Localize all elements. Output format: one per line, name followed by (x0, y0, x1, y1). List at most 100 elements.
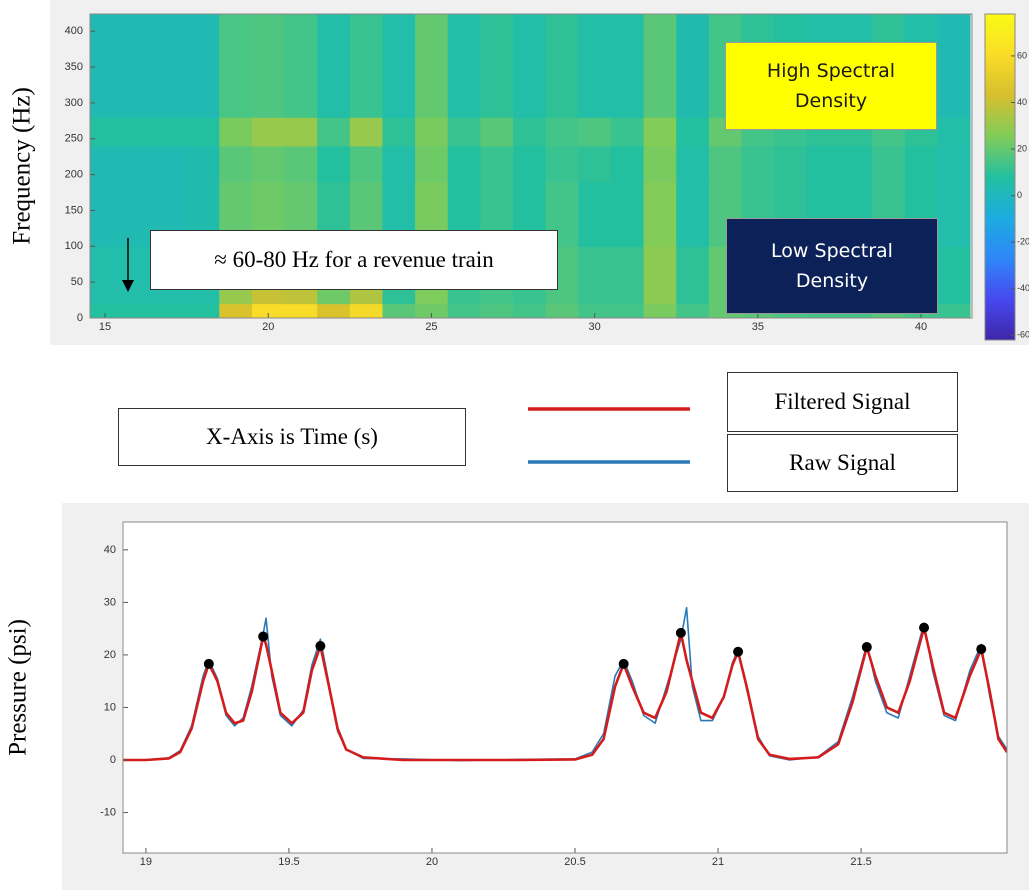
heatmap-cell (937, 246, 971, 305)
heatmap-cell (937, 117, 971, 147)
heatmap-cell (317, 117, 351, 147)
heatmap-cell (839, 145, 873, 183)
annotation: Low Spectral Density (726, 218, 938, 314)
heatmap-cell (121, 303, 155, 318)
heatmap-cell (186, 117, 220, 147)
heatmap-cell (676, 117, 710, 147)
x-tick-label: 20 (262, 321, 274, 333)
heatmap-cell (382, 303, 416, 318)
peak-marker (315, 640, 326, 651)
heatmap-cell (284, 303, 318, 318)
heatmap-cell (480, 145, 514, 183)
heatmap-cell (284, 145, 318, 183)
heatmap-cell (937, 181, 971, 247)
heatmap-cell (121, 117, 155, 147)
heatmap-cell (904, 145, 938, 183)
heatmap-cell (513, 14, 547, 118)
annotation: X-Axis is Time (s) (118, 408, 466, 466)
heatmap-cell (251, 303, 286, 318)
y-tick-label: 350 (65, 61, 83, 73)
y-tick-label: 40 (104, 544, 116, 556)
heatmap-cell (219, 14, 253, 118)
heatmap-cell (284, 14, 318, 118)
legend-label: Filtered Signal (727, 372, 958, 432)
heatmap-cell (643, 145, 677, 183)
heatmap-cell (415, 14, 449, 118)
y-tick-label: -10 (100, 806, 116, 818)
heatmap-cell (153, 145, 188, 183)
peak-marker (976, 644, 987, 655)
heatmap-cell (480, 303, 514, 318)
heatmap-cell (578, 246, 612, 305)
heatmap-cell (676, 246, 710, 305)
heatmap-cell (643, 181, 677, 247)
heatmap-cell (806, 145, 840, 183)
heatmap-cell (415, 303, 449, 318)
heatmap-cell (447, 117, 481, 147)
arrow-head (122, 280, 134, 292)
heatmap-cell (447, 303, 481, 318)
heatmap-cell (382, 117, 416, 147)
heatmap-cell (774, 145, 808, 183)
lines (123, 606, 1007, 762)
peak-marker (618, 658, 629, 669)
y-tick-label: 0 (110, 754, 116, 766)
peak-marker (258, 631, 269, 642)
series-line (123, 626, 1007, 762)
y-tick-label: 400 (65, 25, 83, 37)
peak-marker (733, 646, 744, 657)
axes-frame (89, 13, 973, 319)
heatmap-cell (317, 145, 351, 183)
axes-frame (122, 521, 1008, 854)
heatmap-cell (382, 145, 416, 183)
heatmap-cell (186, 14, 220, 118)
heatmap-cell (937, 14, 971, 118)
heatmap-cell (643, 14, 677, 118)
x-tick-label: 40 (915, 321, 927, 333)
heatmap-cell (251, 14, 286, 118)
heatmap-cell (676, 181, 710, 247)
heatmap-cell (447, 145, 481, 183)
heatmap-cell (741, 145, 775, 183)
colorbar-tick-label: -60 (1017, 330, 1029, 340)
heatmap-cell (90, 303, 122, 318)
plot-area (123, 522, 1007, 853)
y-tick-label: 150 (65, 204, 83, 216)
heatmap-cell (643, 303, 677, 318)
annotation: High Spectral Density (725, 42, 937, 130)
heatmap-cell (219, 117, 253, 147)
heatmap-cell (382, 14, 416, 118)
y-tick-label: 250 (65, 133, 83, 145)
heatmap-cell (121, 14, 155, 118)
heatmap-cell (90, 145, 122, 183)
y-tick-label: 10 (104, 701, 116, 713)
heatmap-cell (676, 303, 710, 318)
y-tick-label: 20 (104, 649, 116, 661)
heatmap-cell (251, 117, 286, 147)
heatmap-cell (317, 303, 351, 318)
x-tick-label: 21 (712, 856, 724, 868)
heatmap-cell (349, 303, 383, 318)
x-tick-label: 21.5 (850, 856, 871, 868)
x-tick-label: 20 (426, 856, 438, 868)
heatmap-cell (643, 246, 677, 305)
heatmap-cell (545, 14, 579, 118)
heatmap-cell (937, 145, 971, 183)
colorbar-tick-label: 60 (1017, 50, 1027, 60)
heatmap-cell (153, 303, 188, 318)
heatmap-cell (153, 117, 188, 147)
colorbar-tick-label: -40 (1017, 283, 1029, 293)
heatmap-cell (480, 117, 514, 147)
y-tick-label: 200 (65, 169, 83, 181)
heatmap-cell (545, 303, 579, 318)
heatmap-cell (90, 14, 122, 118)
heatmap-cell (610, 303, 645, 318)
heatmap-cell (90, 181, 122, 247)
heatmap-cell (219, 303, 253, 318)
heatmap-cell (415, 117, 449, 147)
x-tick-label: 20.5 (564, 856, 585, 868)
heatmap-cell (610, 181, 645, 247)
peak-marker (861, 642, 872, 653)
colorbar-tick-label: 40 (1017, 97, 1027, 107)
